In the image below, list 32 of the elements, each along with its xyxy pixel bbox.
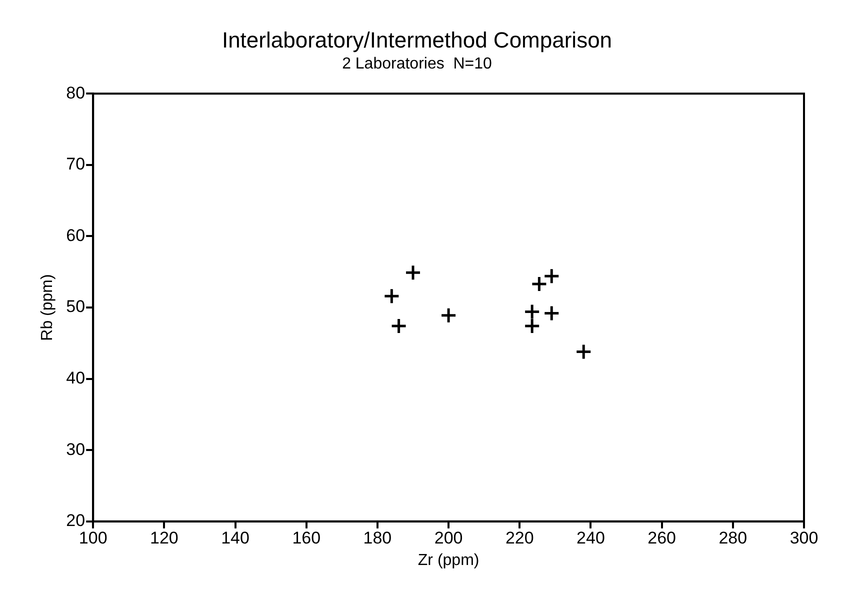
y-axis-title: Rb (ppm) — [39, 274, 56, 341]
y-tick-label: 20 — [66, 511, 86, 530]
y-tick-label: 70 — [66, 154, 86, 174]
x-tick-label: 240 — [576, 528, 605, 548]
x-tick-label: 100 — [78, 528, 108, 548]
point — [524, 304, 540, 320]
y-tick-label: 30 — [66, 440, 86, 459]
x-tick-label: 140 — [221, 528, 250, 548]
point — [530, 276, 548, 292]
point — [383, 288, 400, 304]
point — [440, 307, 457, 324]
point — [543, 268, 560, 284]
x-tick-label: 220 — [505, 528, 534, 548]
point — [543, 304, 560, 322]
point — [524, 318, 540, 334]
x-tick-label: 200 — [434, 528, 463, 548]
chart-subtitle: 2 Laboratories N=10 — [342, 55, 492, 72]
x-tick-label: 120 — [150, 528, 178, 548]
chart-title: Interlaboratory/Intermethod Comparison — [222, 27, 612, 52]
y-tick-label: 50 — [66, 297, 86, 316]
y-tick-label: 80 — [66, 83, 86, 102]
y-tick-label: 40 — [66, 368, 86, 388]
point — [575, 343, 592, 360]
x-axis-title: Zr (ppm) — [418, 552, 480, 569]
y-tick-label: 60 — [66, 226, 86, 245]
x-tick-label: 260 — [648, 528, 676, 548]
x-tick-label: 160 — [292, 528, 321, 548]
point — [404, 264, 422, 281]
x-tick-label: 180 — [363, 528, 392, 548]
point — [390, 318, 408, 334]
x-tick-label: 300 — [790, 528, 818, 548]
x-tick-label: 280 — [718, 528, 748, 548]
